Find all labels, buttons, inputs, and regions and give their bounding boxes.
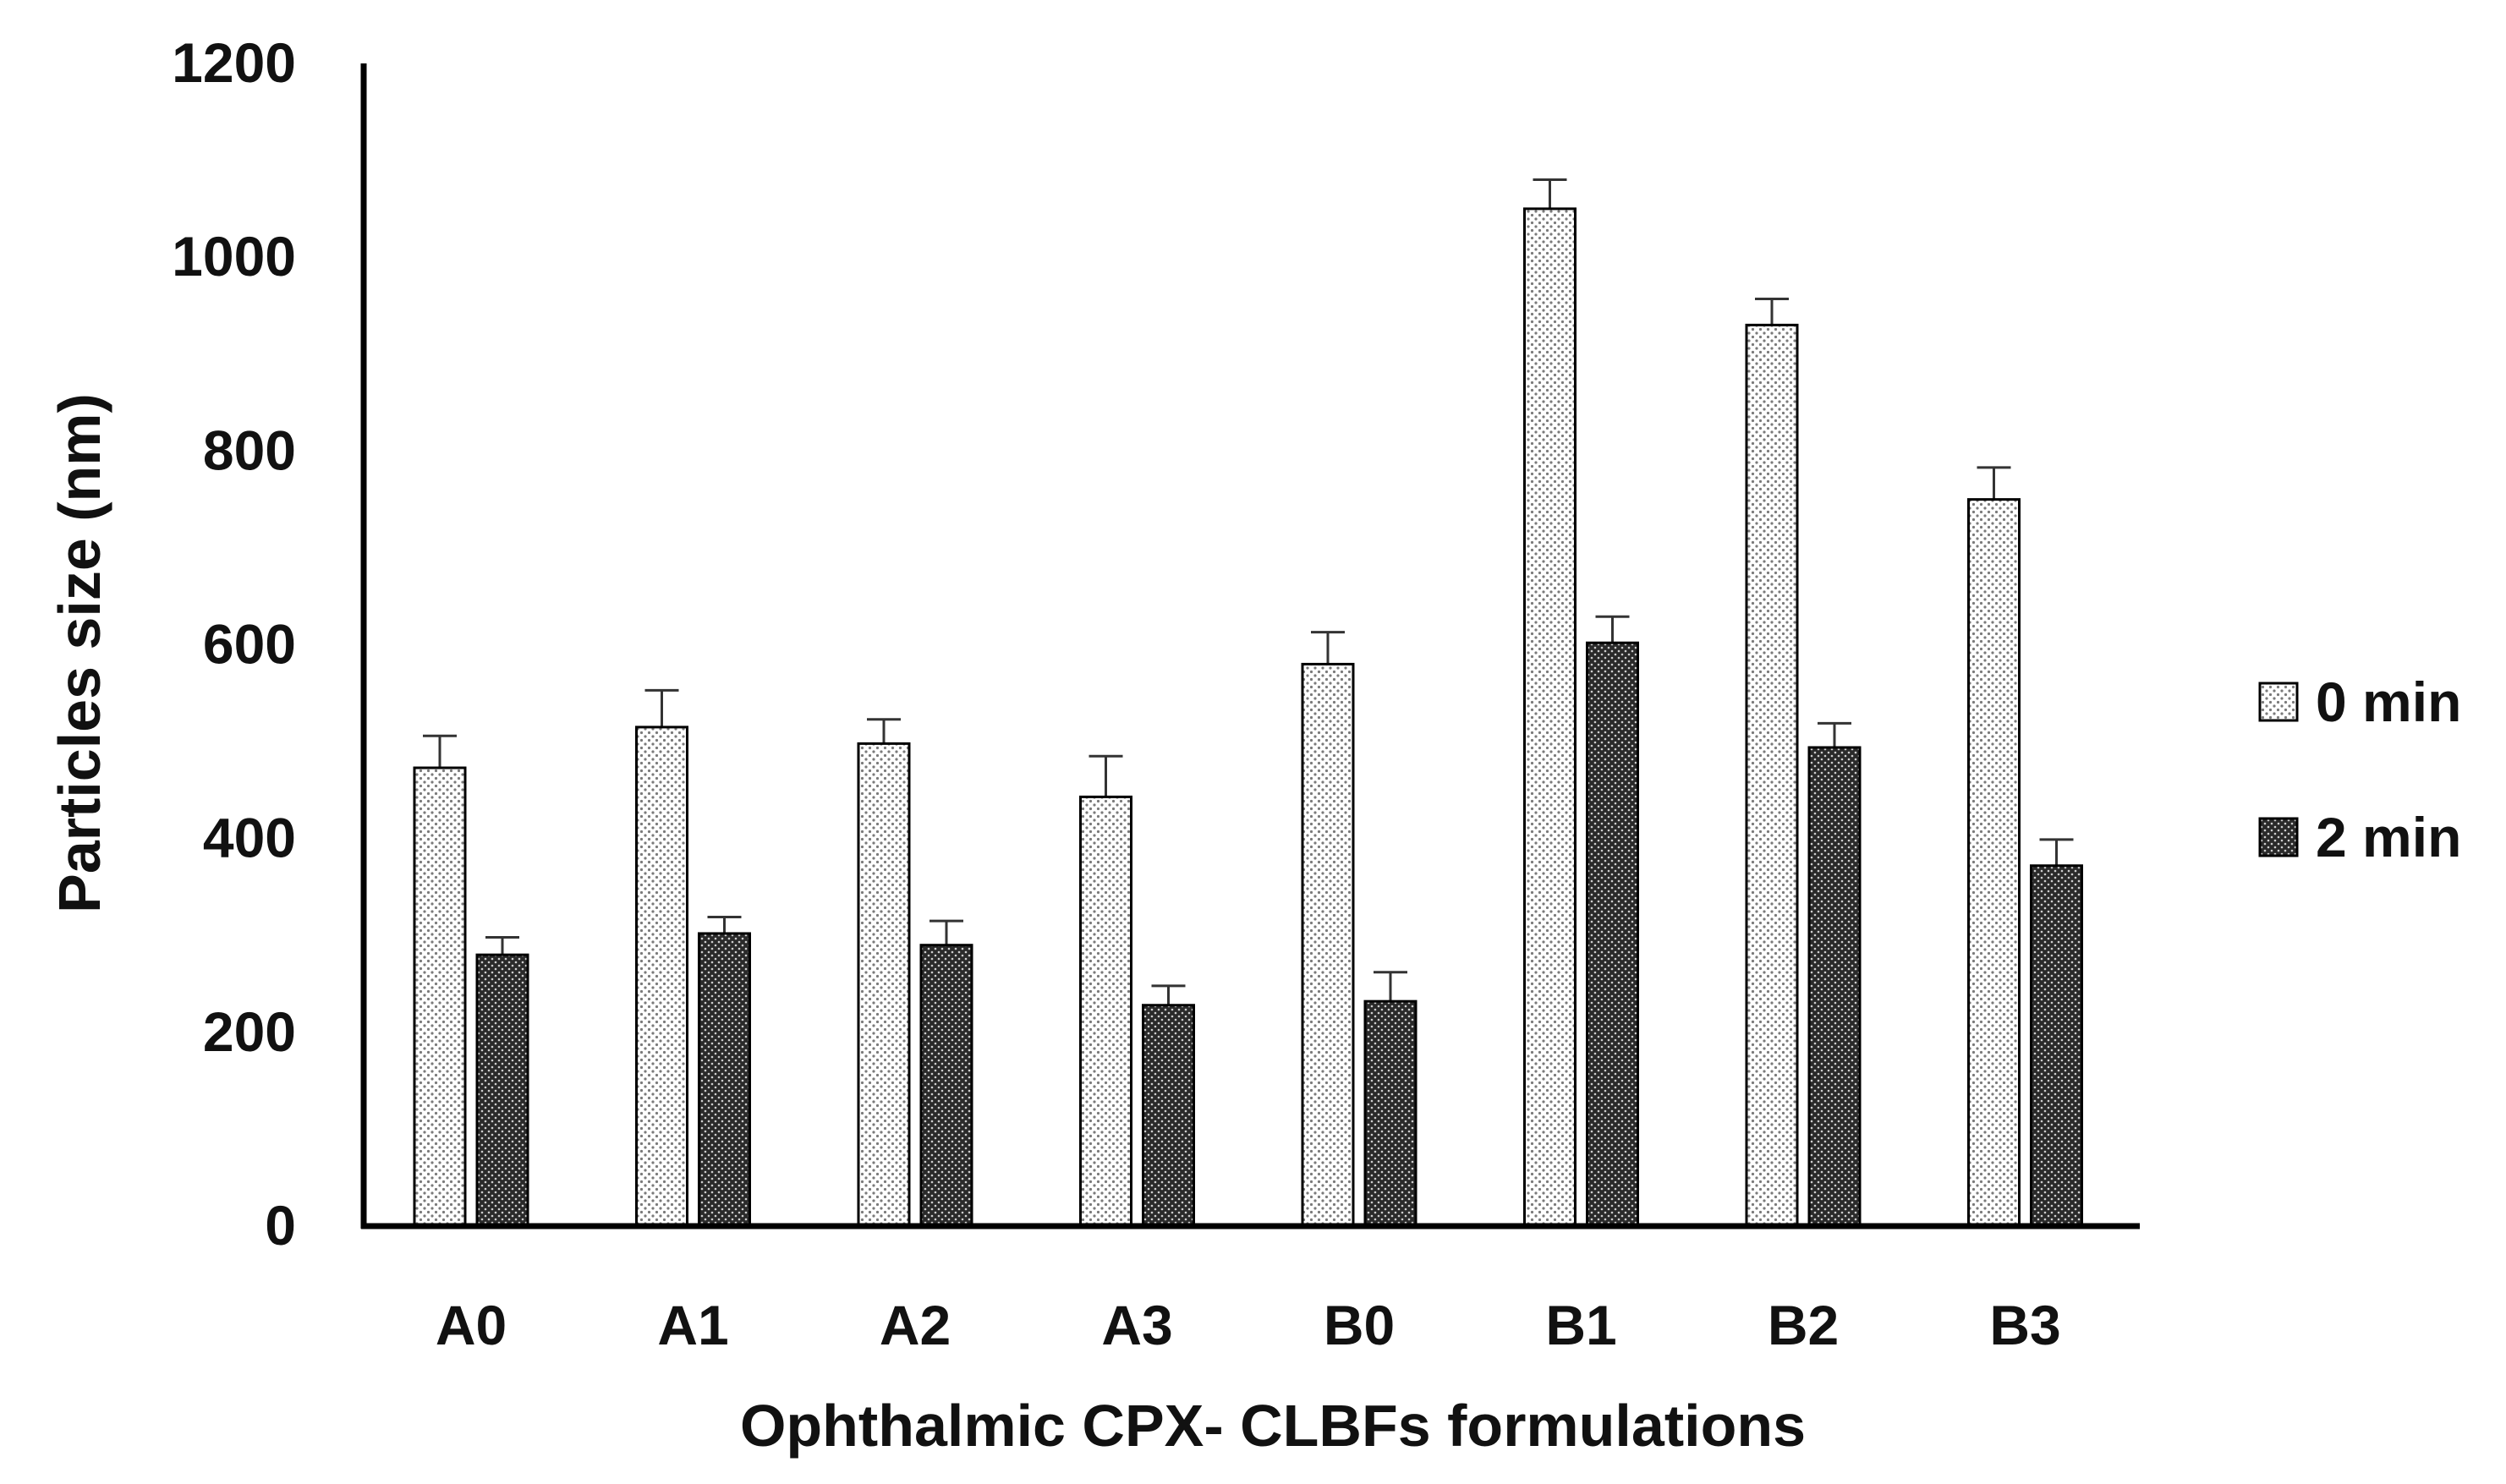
x-tick-label: B3 — [1989, 1294, 2060, 1356]
y-tick-label: 1000 — [172, 225, 296, 287]
bar-0-min-B2 — [1745, 323, 1799, 1228]
x-tick-label: B2 — [1768, 1294, 1839, 1356]
legend-swatch-0-min — [2258, 682, 2299, 722]
x-tick-label: B0 — [1324, 1294, 1395, 1356]
x-axis-ticks: A0 A1 A2 A3 B0 B1 B2 B3 — [436, 1294, 2061, 1356]
y-tick-label: 1200 — [172, 31, 296, 94]
legend: 0 min 2 min — [2258, 671, 2461, 868]
x-tick-label: A0 — [436, 1294, 507, 1356]
bar-2-min-A2 — [919, 944, 973, 1228]
y-tick-label: 800 — [203, 419, 296, 481]
legend-label-2-min: 2 min — [2316, 806, 2461, 868]
error-bars — [423, 178, 2074, 1005]
bar-2-min-B0 — [1363, 999, 1418, 1228]
bar-2-min-B1 — [1586, 641, 1639, 1228]
bar-2-min-A3 — [1142, 1004, 1195, 1228]
bar-0-min-A1 — [635, 726, 688, 1228]
x-tick-label: A2 — [880, 1294, 951, 1356]
bar-0-min-A0 — [413, 766, 467, 1228]
axes — [360, 63, 2140, 1229]
bar-2-min-B2 — [1807, 746, 1862, 1228]
y-tick-label: 0 — [265, 1194, 296, 1257]
bars — [413, 207, 2083, 1228]
bar-0-min-A2 — [857, 742, 911, 1228]
x-axis-title: Ophthalmic CPX- CLBFs formulations — [740, 1393, 1806, 1459]
y-axis-ticks: 0 200 400 600 800 1000 1200 — [172, 31, 296, 1257]
y-axis-title: Particles size (nm) — [47, 393, 112, 913]
bar-0-min-B0 — [1301, 662, 1355, 1228]
y-tick-label: 600 — [203, 613, 296, 676]
bar-2-min-B3 — [2030, 864, 2083, 1228]
x-tick-label: B1 — [1545, 1294, 1616, 1356]
bar-0-min-B1 — [1523, 207, 1577, 1228]
y-tick-label: 200 — [203, 1000, 296, 1063]
bar-2-min-A1 — [698, 932, 751, 1228]
bar-0-min-A3 — [1079, 795, 1132, 1228]
legend-swatch-2-min — [2258, 817, 2299, 857]
x-tick-label: A1 — [657, 1294, 728, 1356]
y-tick-label: 400 — [203, 807, 296, 869]
legend-label-0-min: 0 min — [2316, 671, 2461, 733]
x-tick-label: A3 — [1101, 1294, 1172, 1356]
bar-0-min-B3 — [1967, 498, 2021, 1228]
bar-2-min-A0 — [475, 953, 529, 1228]
